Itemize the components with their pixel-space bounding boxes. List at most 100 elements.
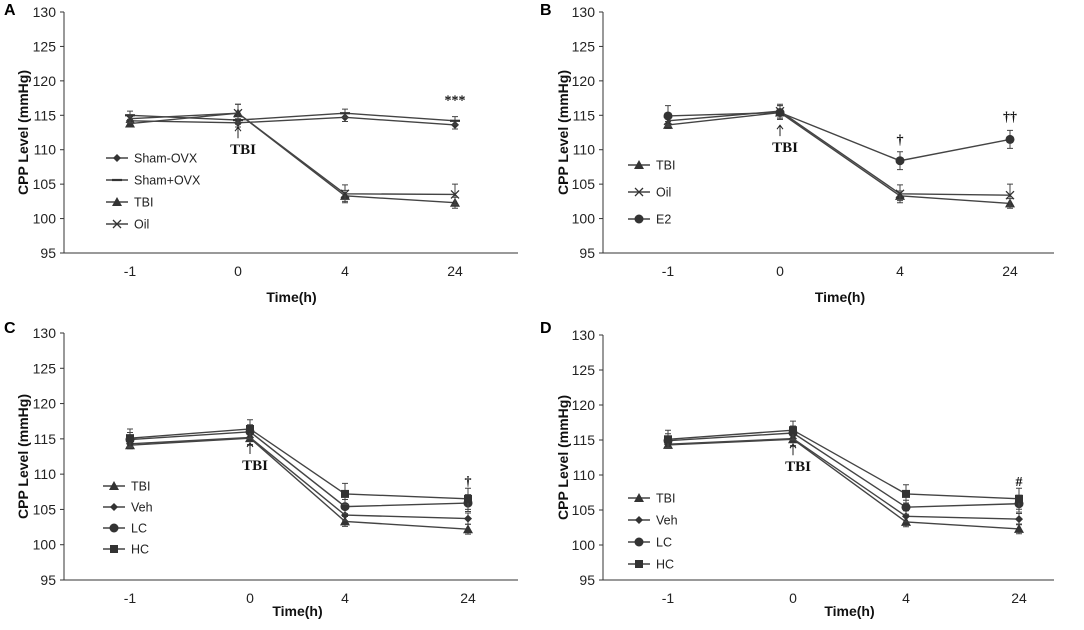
panel-d-lc-point-2 [901,502,911,512]
panel-b-oil-point-3 [1005,190,1015,200]
panel-c-veh-line [129,436,469,520]
panel-b-ytick-95: 95 [579,245,595,261]
panel-d-hc-point-0 [664,435,672,444]
panel-c-ytick-130: 130 [33,325,57,341]
panel-b-ytick-125: 125 [572,38,596,54]
panel-d-veh-point-3 [1015,515,1023,524]
panel-d-xtick-24: 24 [1011,590,1027,606]
panel-c-series-tbi [125,430,473,535]
panel-d-ytick-130: 130 [572,327,596,343]
panel-c-letter: C [4,320,16,337]
panel-d-series-hc [664,420,1023,510]
panel-a-series-oil [125,103,460,206]
panel-d-ytick-120: 120 [572,397,596,413]
panel-a-legend-oil-marker [112,219,122,229]
panel-a-legend-sham-ovx-label: Sham+OVX [134,174,201,188]
panel-a-annotation-0: *** [445,93,466,108]
panel-c-tbi-line [129,437,469,530]
panel-c-xlabel: Time(h) [272,603,322,619]
panel-c-hc-line [129,428,469,500]
panel-d-legend-lc-label: LC [656,536,672,550]
panel-d-tbi-label: TBI [785,459,811,475]
panel-a-ytick-125: 125 [33,38,57,54]
panel-b-legend-oil-label: Oil [656,186,671,200]
panel-b-xtick-0: 0 [776,263,784,279]
panel-a-xtick-4: 4 [341,263,349,279]
panel-a: A 95 100 105 110 115 120 125 130 -1 0 4 24 CPP Level … [4,2,518,305]
panel-b-ytick-130: 130 [572,4,596,20]
panel-a-legend-sham-ovx-marker [113,154,121,162]
panel-d-tbi-point-3 [1014,523,1024,533]
panel-c: C 95 100 105 110 115 120 125 130 -1 0 4 24 CPP Level … [4,320,518,619]
panel-d-hc-point-3 [1015,494,1023,503]
panel-b-xtick-4: 4 [896,263,904,279]
panel-a-series-sham-ovx [126,112,459,130]
panel-a-legend-tbi-marker [112,197,122,206]
panel-a-ytick-130: 130 [33,4,57,20]
panel-b-e2-point-3 [1005,134,1015,144]
panel-c-ytick-95: 95 [40,572,56,588]
panel-a-ytick-110: 110 [34,142,57,158]
panel-c-lc-line [129,431,469,508]
panel-b-e2-line [667,111,1011,162]
panel-b-ytick-105: 105 [572,176,596,192]
panel-c-legend-tbi-marker [109,481,119,490]
panel-b-xtick-24: 24 [1002,263,1018,279]
panel-d-tbi-arrow [789,443,797,456]
panel-c-annotation-0: † [465,474,472,489]
panel-a-xtick-1: -1 [124,263,137,279]
panel-d-legend-veh-label: Veh [656,514,678,528]
panel-a-xtick-0: 0 [234,263,242,279]
panel-d-xtick-4: 4 [902,590,910,606]
panel-a-xlabel: Time(h) [266,289,316,305]
panel-a-letter: A [4,2,16,19]
panel-c-legend-hc-marker [110,545,118,553]
panel-d-xlabel: Time(h) [824,603,874,619]
panel-a-legend: Sham-OVX Sham+OVX TBI Oil [106,152,201,232]
panel-c-ytick-105: 105 [33,501,57,517]
panel-d-letter: D [540,320,552,337]
panel-d-legend-tbi-label: TBI [656,492,675,506]
panel-c-ytick-125: 125 [33,360,57,376]
panel-c-tbi-point-3 [463,524,473,534]
panel-b-e2-point-2 [895,156,905,166]
panel-a-xtick-24: 24 [447,263,463,279]
panel-b-ylabel: CPP Level (mmHg) [555,70,571,195]
panel-b-tbi-label: TBI [772,140,798,156]
panel-b-ytick-115: 115 [573,107,596,123]
panel-d-veh-line [667,437,1020,520]
panel-c-xtick-1: -1 [124,590,137,606]
panel-b-tbi-line [667,111,1011,205]
panel-a-oil-point-0 [125,114,135,124]
panel-d-series-veh [664,431,1023,526]
panel-d-series-lc [663,425,1024,515]
panel-a-ylabel: CPP Level (mmHg) [15,70,31,195]
panel-d-annotation-0: # [1016,475,1023,490]
panel-c-legend-lc-label: LC [131,522,147,536]
panel-d-ytick-110: 110 [573,467,596,483]
panel-d-legend: TBI Veh LC HC [628,492,678,572]
panel-c-ytick-110: 110 [34,466,57,482]
panel-d-ytick-105: 105 [572,502,596,518]
panel-b-annotation-1: †† [1003,110,1017,125]
panel-a-tbi-label: TBI [230,142,256,158]
panel-a-sham-ovx-line [129,116,456,126]
panel-b-e2-point-1 [775,108,785,118]
panel-b: B 95 100 105 110 115 120 125 130 -1 0 4 24 CPP Level … [540,2,1054,305]
panel-d-tbi-line [667,438,1020,530]
panel-b-oil-point-2 [895,189,905,199]
panel-b-series-e2 [663,105,1015,171]
panel-b-legend-tbi-marker [634,160,644,169]
panel-d-ylabel: CPP Level (mmHg) [555,395,571,520]
panel-c-tbi-arrow [246,442,254,454]
panel-c-hc-point-1 [246,424,254,433]
panel-d-ytick-115: 115 [573,432,596,448]
panel-d: D 95 100 105 110 115 120 125 130 -1 0 4 24 CPP Level … [540,320,1054,619]
panel-b-legend-e2-label: E2 [656,213,671,227]
panel-a-legend-oil-label: Oil [134,218,149,232]
panel-d-hc-point-2 [902,489,910,498]
panel-d-ytick-95: 95 [579,572,595,588]
panel-d-xtick-0: 0 [789,590,797,606]
panel-c-ylabel: CPP Level (mmHg) [15,394,31,519]
panel-a-tbi-arrow [234,126,242,139]
